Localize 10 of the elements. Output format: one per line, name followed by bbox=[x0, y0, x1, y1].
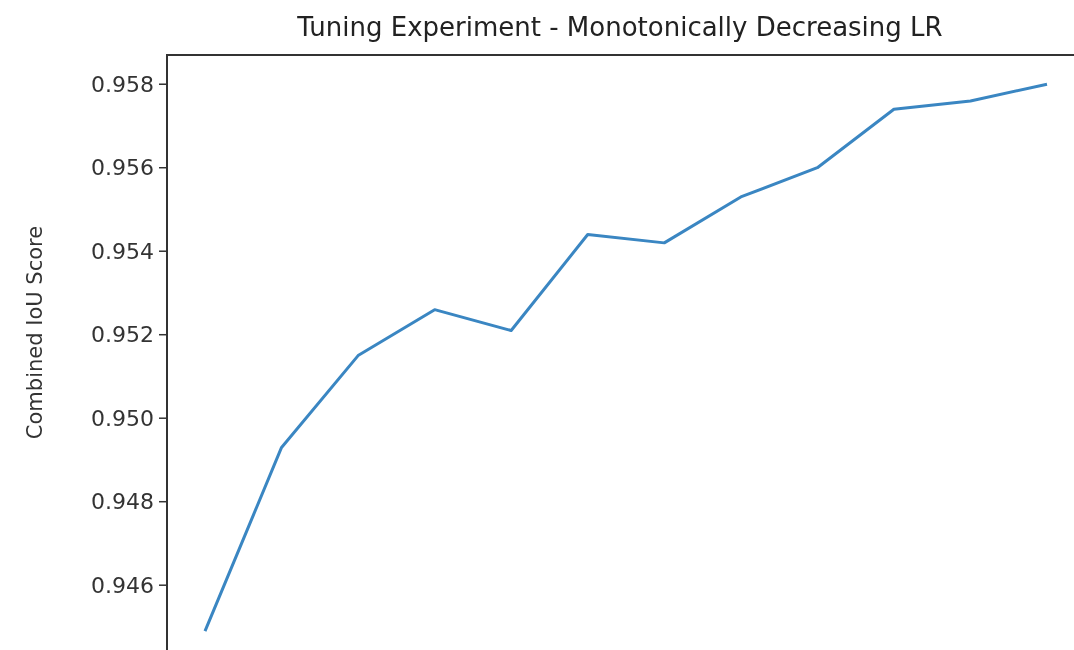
y-tick-label: 0.946 bbox=[91, 572, 154, 598]
y-tick-label: 0.958 bbox=[91, 71, 154, 97]
y-tick-label: 0.948 bbox=[91, 489, 154, 515]
y-tick-label: 0.950 bbox=[91, 405, 154, 431]
chart-title: Tuning Experiment - Monotonically Decreasing LR bbox=[296, 12, 943, 42]
y-axis-title: Combined IoU Score bbox=[23, 225, 47, 440]
y-tick-label: 0.954 bbox=[91, 238, 154, 264]
y-tick-label: 0.956 bbox=[91, 155, 154, 181]
line-series bbox=[203, 82, 1049, 633]
y-tick-label: 0.952 bbox=[91, 322, 154, 348]
